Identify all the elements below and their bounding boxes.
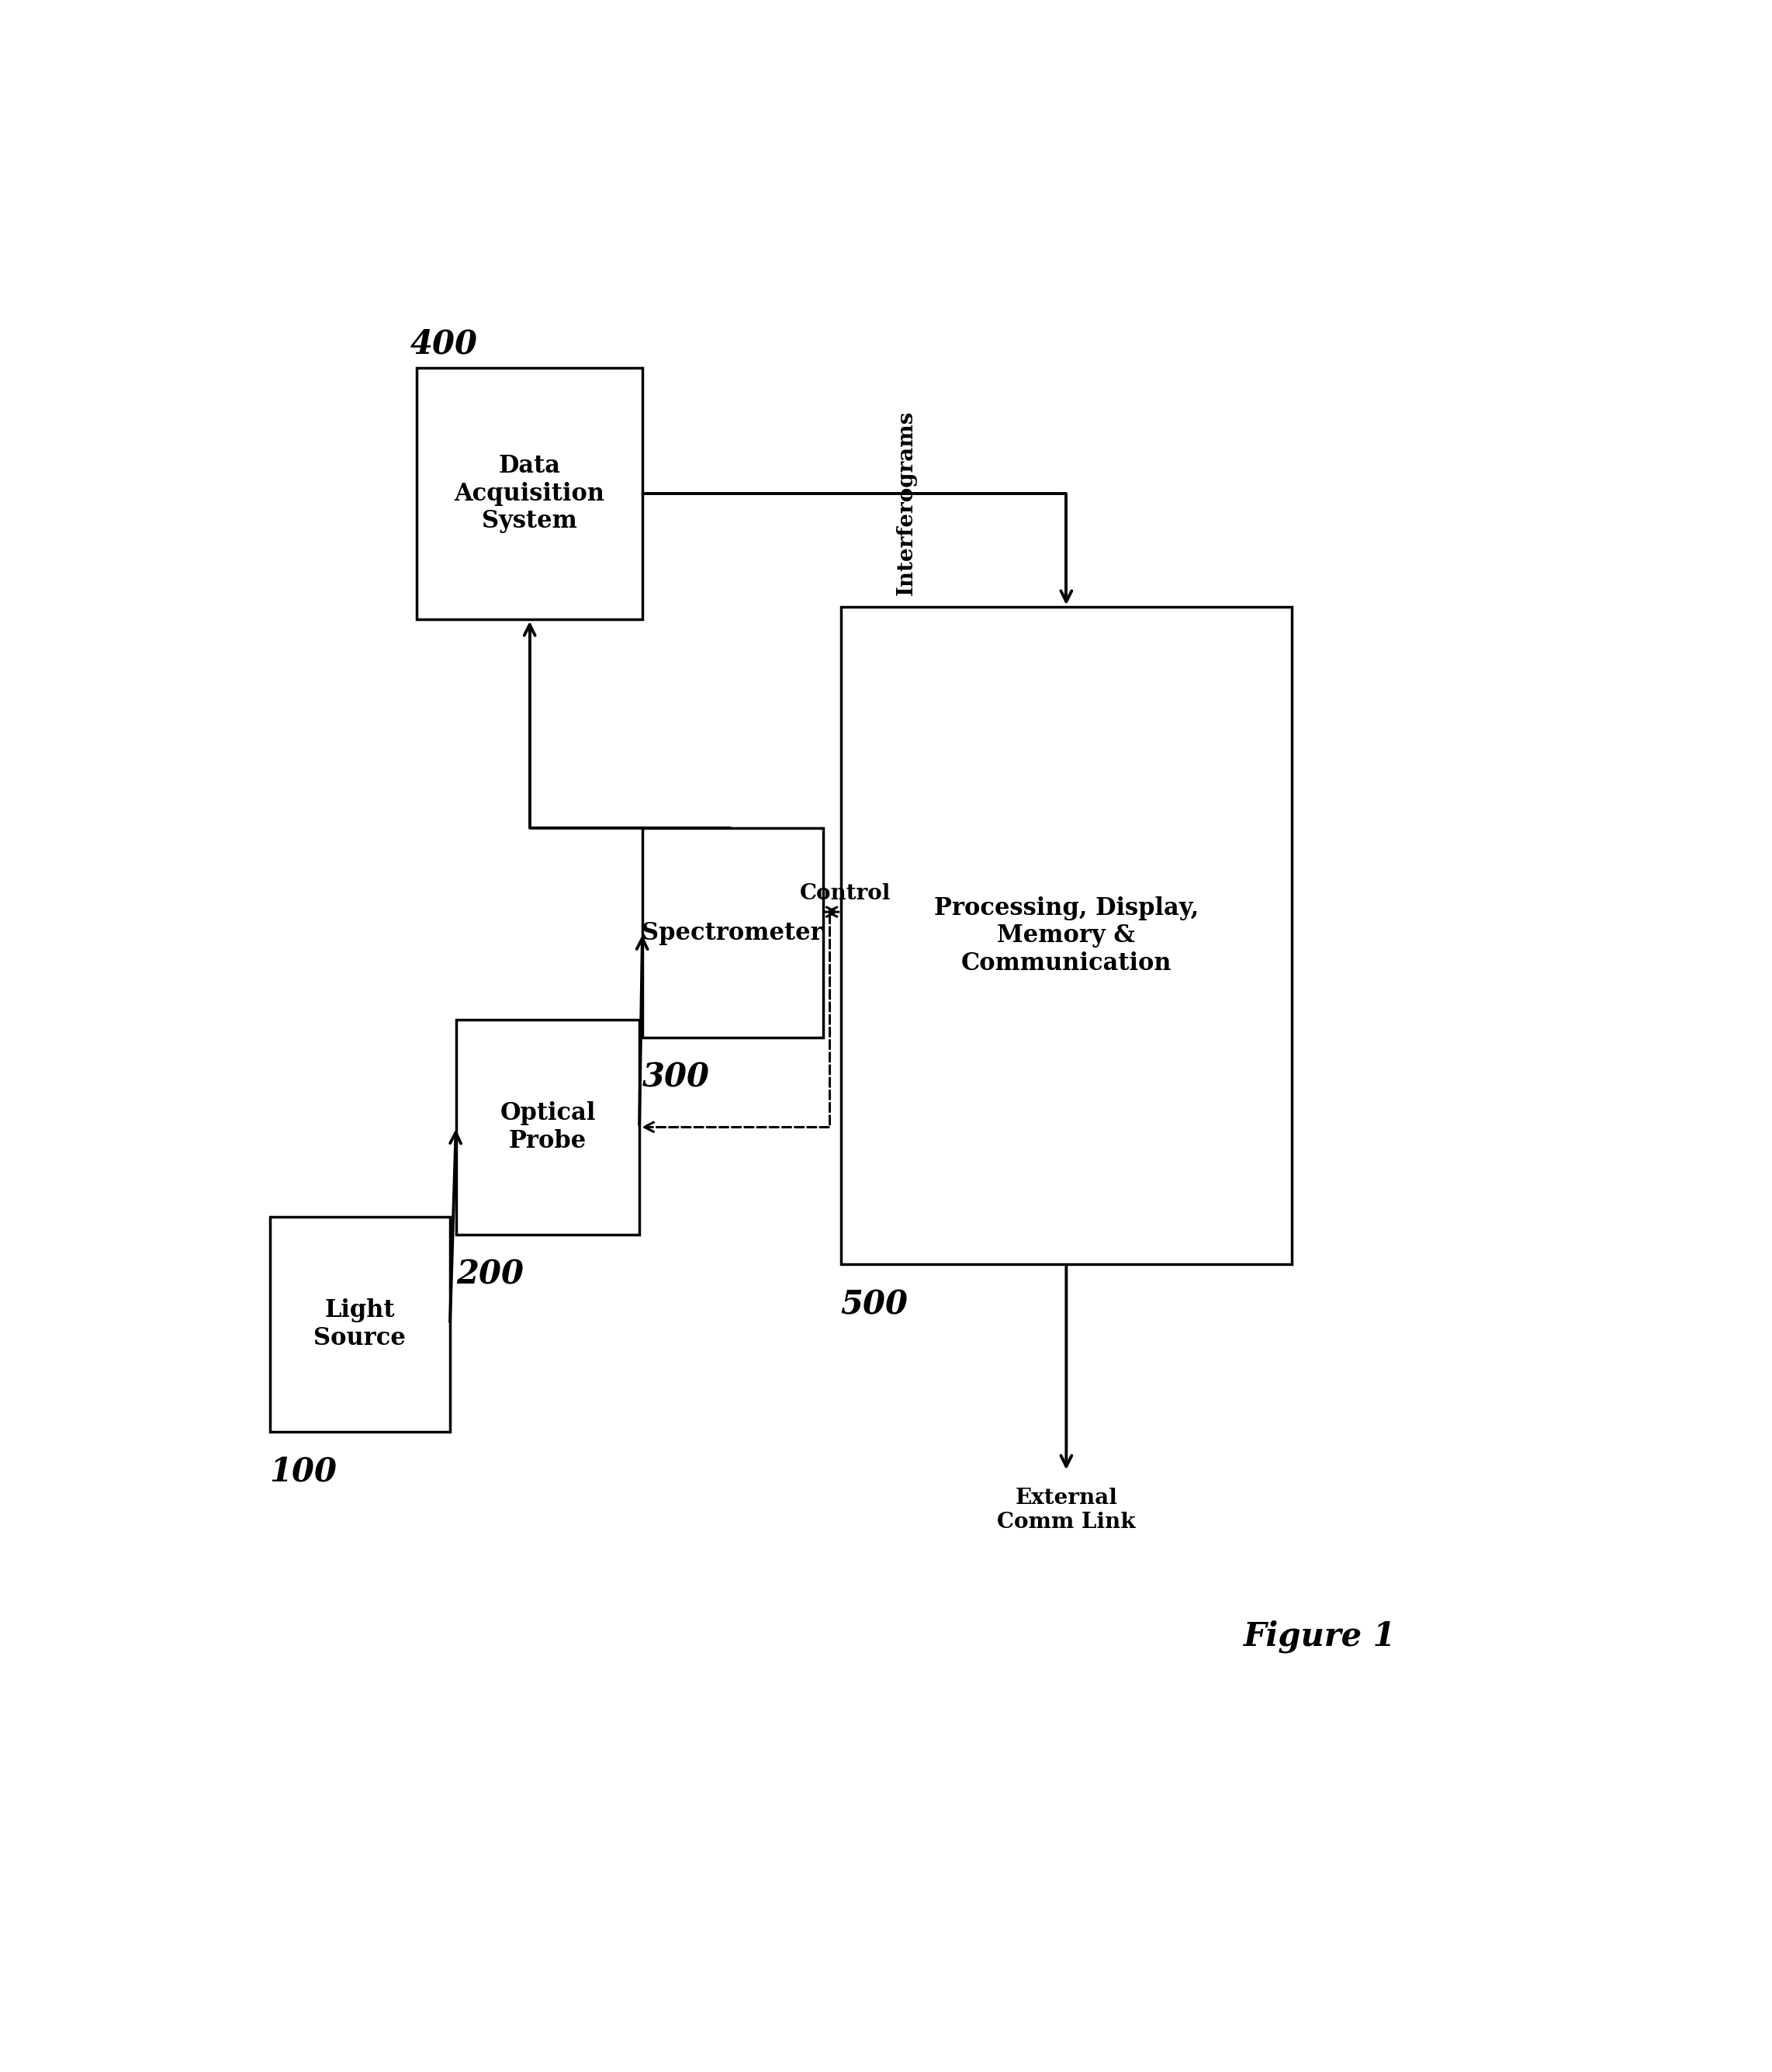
Text: 200: 200 <box>455 1258 523 1291</box>
Bar <box>840 607 1292 1264</box>
Bar <box>269 1216 450 1432</box>
Text: Control: Control <box>799 883 891 903</box>
Bar <box>643 829 822 1038</box>
Text: Interferograms: Interferograms <box>897 410 918 595</box>
Text: Spectrometer: Spectrometer <box>641 920 824 945</box>
Bar <box>416 369 643 620</box>
Text: Light
Source: Light Source <box>314 1299 406 1351</box>
Text: Processing, Display,
Memory &
Communication: Processing, Display, Memory & Communicat… <box>934 895 1198 976</box>
Text: 400: 400 <box>409 327 477 361</box>
Text: Figure 1: Figure 1 <box>1244 1620 1396 1653</box>
Text: 100: 100 <box>269 1457 337 1488</box>
Text: Optical
Probe: Optical Probe <box>500 1100 595 1152</box>
Bar <box>455 1019 640 1235</box>
Text: Data
Acquisition
System: Data Acquisition System <box>454 454 604 533</box>
Text: 500: 500 <box>840 1289 909 1322</box>
Text: External
Comm Link: External Comm Link <box>998 1488 1136 1533</box>
Text: 300: 300 <box>643 1061 711 1094</box>
